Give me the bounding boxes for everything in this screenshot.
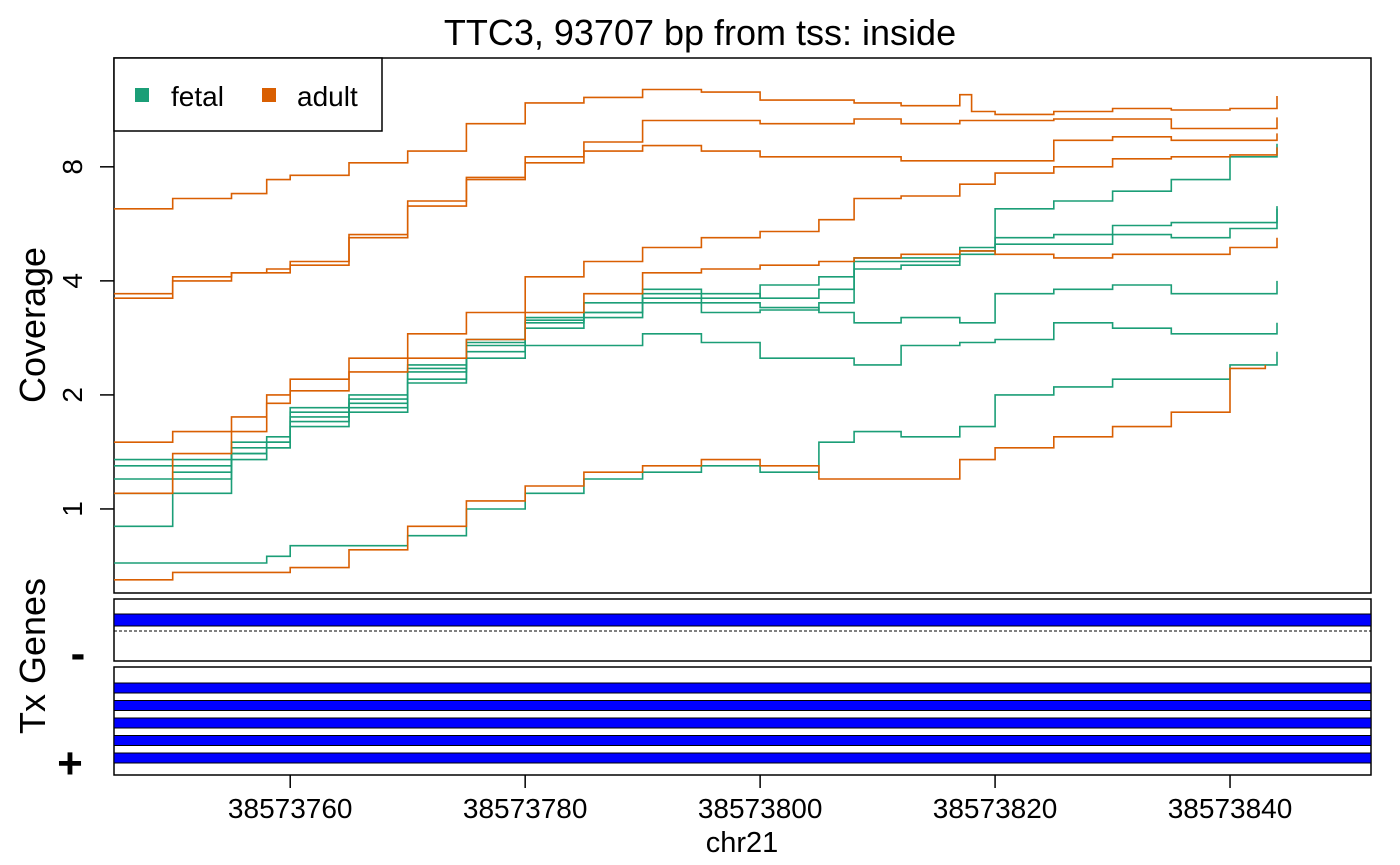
plus-strand-exon — [113, 700, 1372, 711]
fetal-series-line-5 — [114, 322, 1278, 480]
legend-box — [113, 57, 383, 132]
y-tick-label: 4 — [57, 273, 88, 289]
fetal-series-line-2 — [114, 206, 1278, 467]
y-axis: 1 2 4 8 — [57, 159, 114, 517]
plus-strand-exon — [113, 735, 1372, 746]
minus-track-frame — [113, 598, 1372, 662]
legend-swatch-fetal — [135, 88, 149, 102]
tracks-axis-label: Tx Genes — [12, 578, 53, 734]
y-axis-label: Coverage — [12, 247, 53, 403]
legend-label-fetal: fetal — [171, 81, 224, 112]
plus-strand-exon — [113, 717, 1372, 729]
y-tick-label: 8 — [57, 159, 88, 175]
x-tick-label: 38573760 — [228, 793, 353, 824]
y-tick-label: 1 — [57, 501, 88, 517]
minus-strand-track — [113, 613, 1372, 632]
chart-title: TTC3, 93707 bp from tss: inside — [444, 12, 956, 53]
plus-strand-track — [113, 682, 1372, 764]
plus-strand-exon — [113, 752, 1372, 764]
adult-series-line-8 — [114, 117, 1278, 295]
plot-frame — [113, 57, 1372, 594]
x-axis: 38573760 38573780 38573800 38573820 38573840 — [228, 775, 1292, 824]
x-tick-label: 38573840 — [1168, 793, 1293, 824]
x-tick-label: 38573800 — [698, 793, 823, 824]
adult-series-line-7 — [114, 88, 1278, 210]
minus-strand-label: - — [71, 629, 86, 678]
legend-swatch-adult — [262, 88, 276, 102]
plus-strand-label: + — [57, 739, 83, 788]
series-group — [114, 88, 1278, 581]
fetal-series-line-6 — [114, 351, 1278, 564]
x-axis-label: chr21 — [706, 827, 779, 859]
x-tick-label: 38573820 — [933, 793, 1058, 824]
minus-strand-exon — [113, 613, 1372, 627]
fetal-series-line-1 — [114, 143, 1278, 495]
y-tick-label: 2 — [57, 387, 88, 403]
x-tick-label: 38573780 — [463, 793, 588, 824]
adult-series-line-12 — [114, 364, 1267, 581]
adult-series-line-9 — [114, 133, 1278, 299]
adult-series-line-11 — [114, 147, 1278, 495]
legend-label-adult: adult — [297, 81, 358, 112]
legend: fetal adult — [113, 57, 383, 132]
plus-strand-exon — [113, 682, 1372, 694]
